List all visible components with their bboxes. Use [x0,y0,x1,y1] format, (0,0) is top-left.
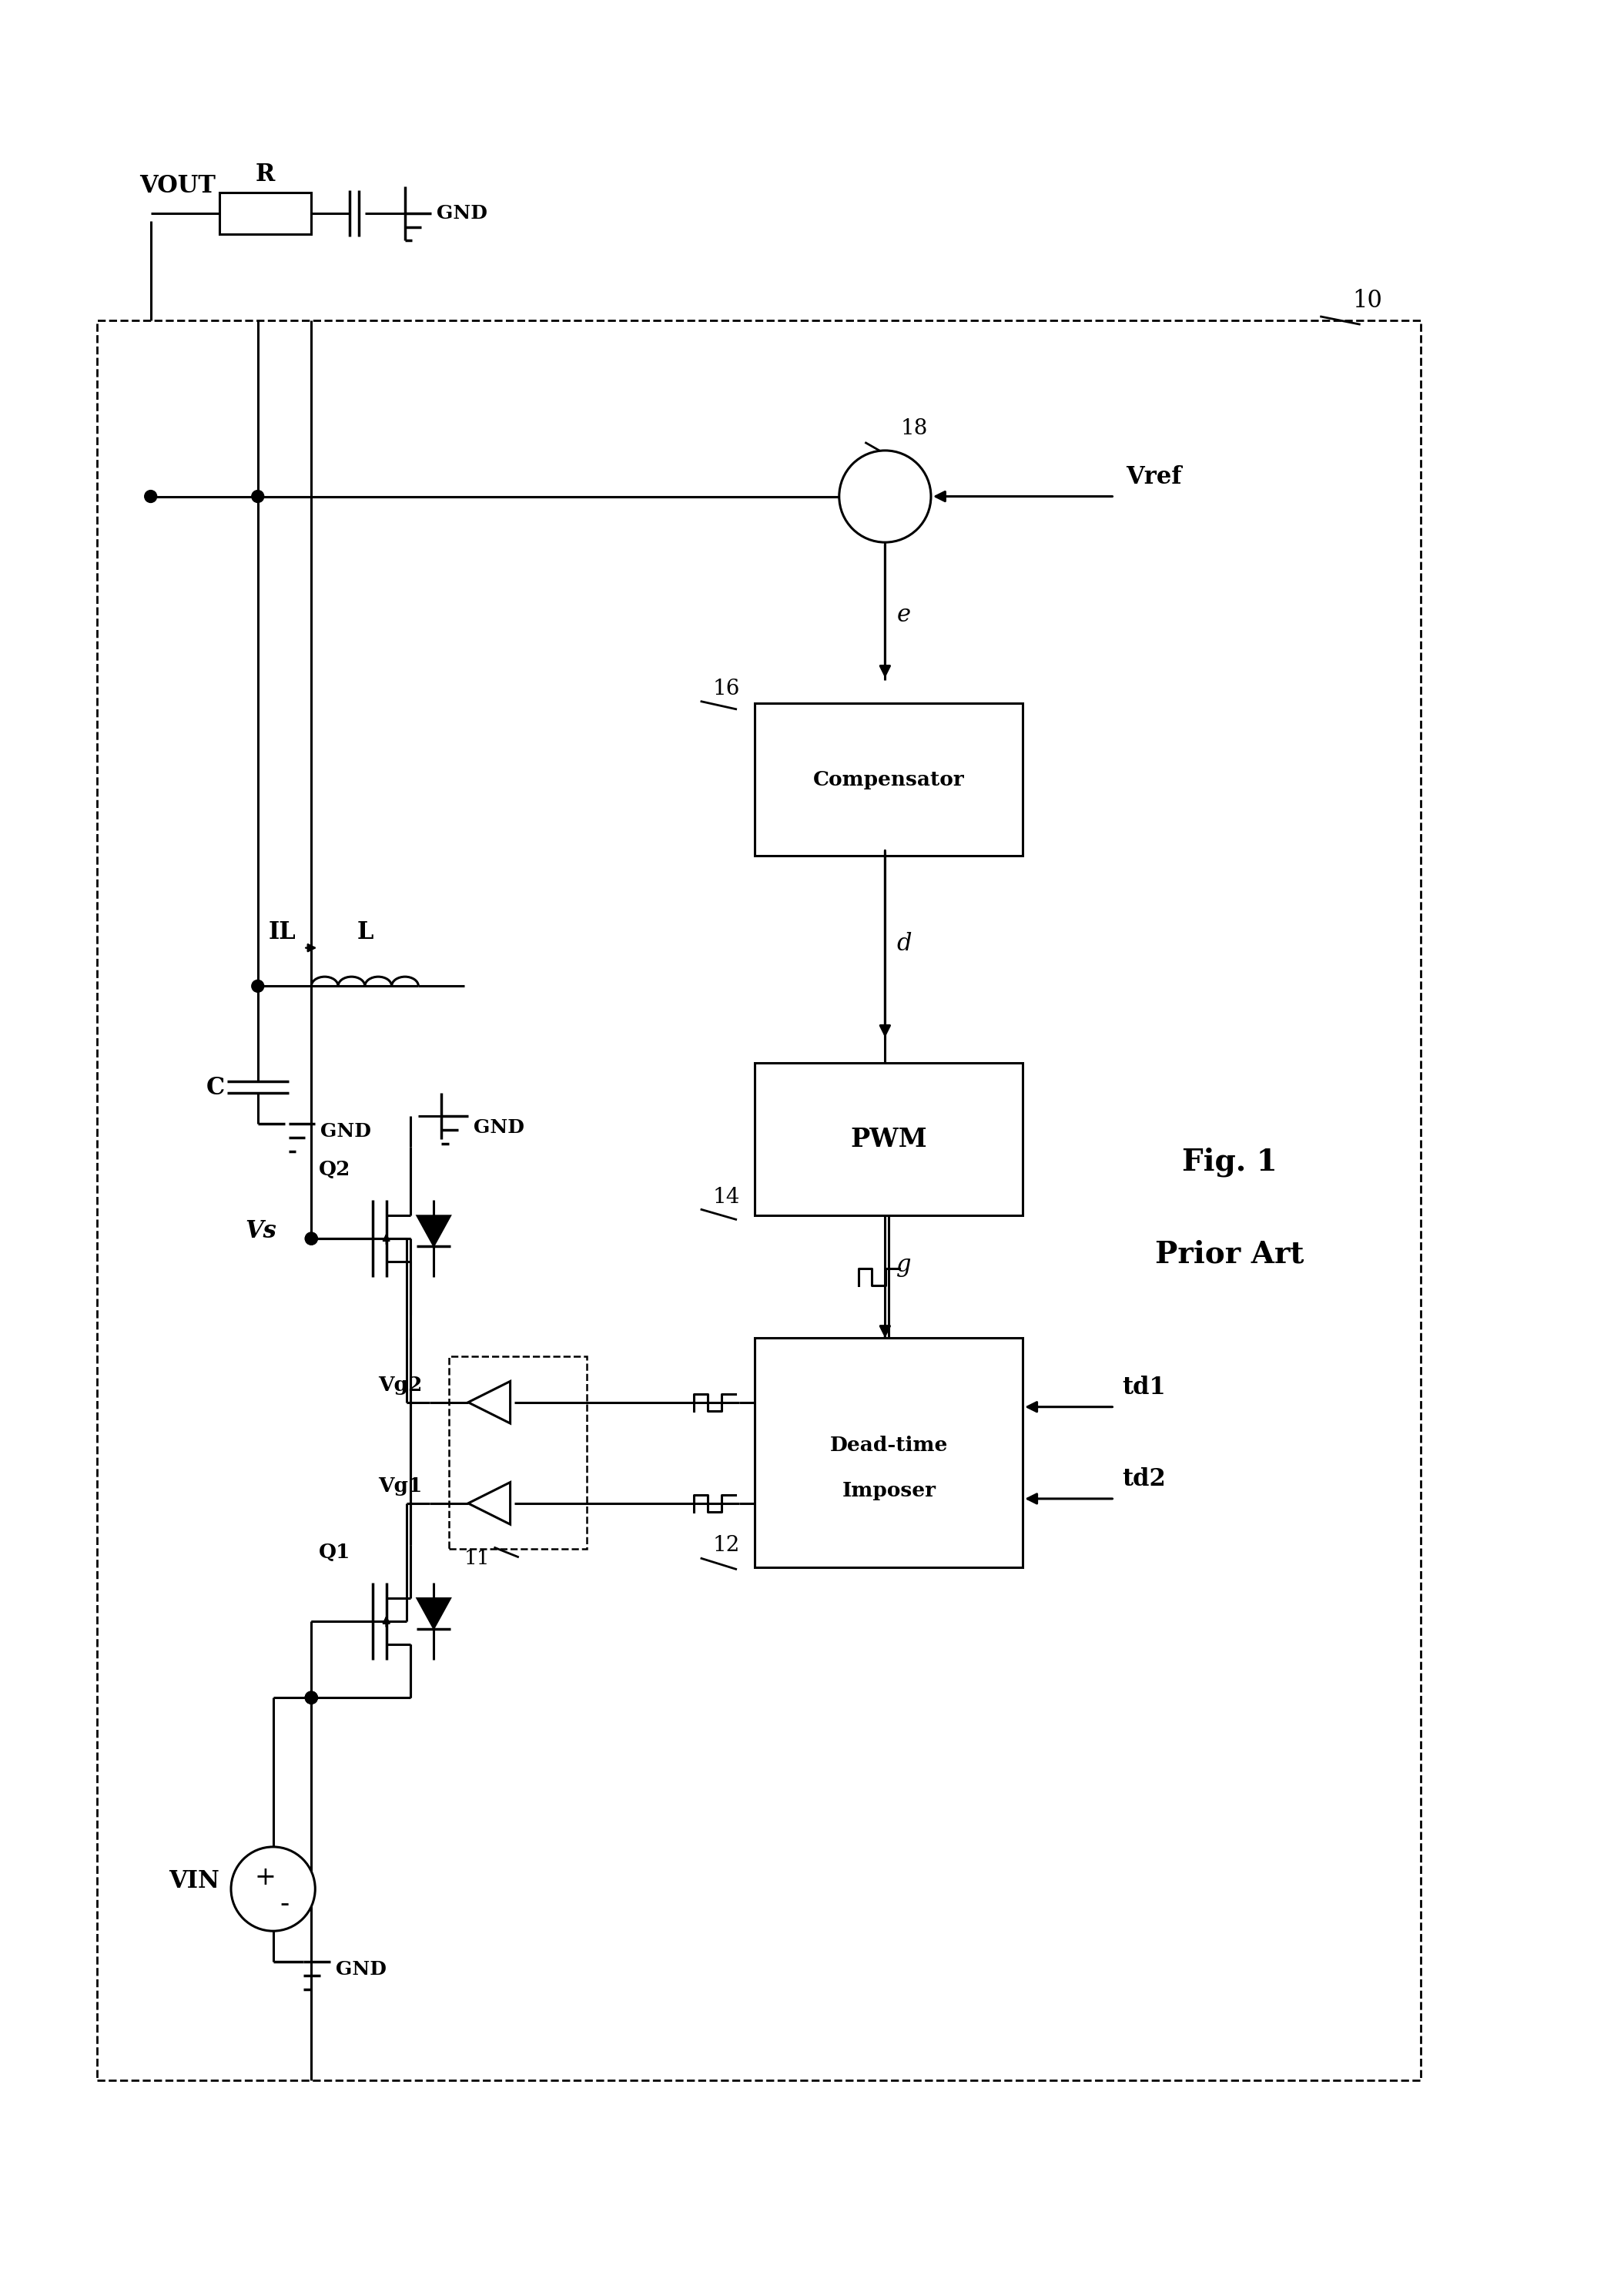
Text: Imposer: Imposer [841,1481,935,1500]
Text: 14: 14 [713,1187,739,1208]
Text: d: d [896,932,911,955]
Bar [755,1062,1023,1215]
Circle shape [252,980,265,991]
Text: +: + [255,1864,276,1889]
Text: PWM: PWM [851,1126,927,1151]
Polygon shape [468,1481,510,1525]
Text: g: g [896,1253,911,1276]
Circle shape [252,490,265,504]
Text: 18: 18 [900,419,927,440]
Text: Prior Art: Prior Art [1155,1240,1304,1269]
Bar [755,1338,1023,1568]
Text: 16: 16 [713,679,739,700]
Polygon shape [468,1381,510,1424]
Text: Vs: Vs [245,1219,278,1242]
Circle shape [145,490,158,504]
Text: td2: td2 [1122,1468,1166,1490]
Text: e: e [896,604,911,627]
Text: Dead-time: Dead-time [830,1436,948,1454]
Circle shape [305,1691,317,1705]
Bar [219,191,312,235]
Text: R: R [255,162,274,187]
Text: Vref: Vref [1125,465,1182,488]
Circle shape [305,1691,317,1705]
Text: 12: 12 [713,1536,739,1557]
Text: td1: td1 [1122,1377,1166,1399]
Text: IL: IL [268,921,296,944]
Text: 11: 11 [464,1550,490,1568]
Text: GND: GND [437,205,487,223]
Text: Compensator: Compensator [814,770,965,789]
Text: Q1: Q1 [318,1543,351,1561]
Text: GND: GND [320,1121,372,1142]
Text: 10: 10 [1353,289,1382,312]
Text: L: L [357,921,374,944]
Text: C: C [206,1076,226,1101]
Circle shape [840,451,931,542]
Text: GND: GND [336,1960,387,1978]
Text: GND: GND [474,1119,525,1137]
Polygon shape [417,1598,450,1629]
Polygon shape [417,1215,450,1247]
Text: Fig. 1: Fig. 1 [1182,1146,1276,1176]
Bar [448,1356,586,1550]
Text: Vg2: Vg2 [378,1377,422,1395]
Text: Q2: Q2 [318,1160,351,1178]
Bar [755,702,1023,857]
Bar [97,321,1421,2081]
Text: -: - [279,1892,289,1917]
Circle shape [231,1846,315,1930]
Circle shape [305,1691,317,1705]
Circle shape [305,1233,317,1244]
Circle shape [305,1233,317,1244]
Text: VIN: VIN [169,1869,219,1894]
Text: Vg1: Vg1 [378,1477,422,1495]
Text: VOUT: VOUT [140,173,216,198]
